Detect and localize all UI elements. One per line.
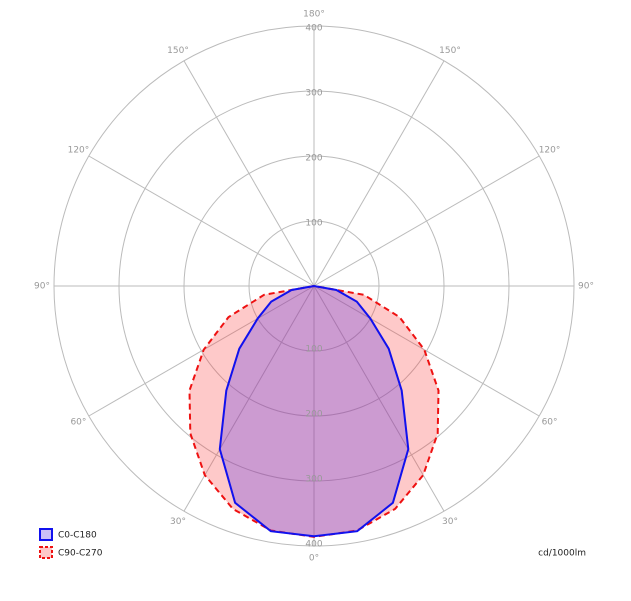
- series-area: [218, 284, 410, 538]
- legend-label: C90-C270: [58, 549, 103, 559]
- grid-spoke: [313, 60, 445, 287]
- legend-swatch: [39, 546, 53, 559]
- grid-spoke: [183, 285, 315, 512]
- grid-spoke: [313, 285, 445, 512]
- angle-label: 30°: [442, 517, 458, 527]
- angle-label: 120°: [68, 146, 90, 156]
- unit-label: cd/1000lm: [538, 549, 586, 559]
- angle-label: 90°: [34, 282, 50, 292]
- grid-spoke: [313, 155, 540, 287]
- series: [218, 284, 410, 538]
- radial-label: 100: [305, 219, 322, 229]
- radial-label: 100: [305, 345, 322, 355]
- radial-label: 300: [305, 475, 322, 485]
- angle-label: 30°: [170, 517, 186, 527]
- angle-label: 0°: [309, 554, 319, 564]
- legend-label: C0-C180: [58, 531, 97, 541]
- legend-swatch: [39, 528, 53, 541]
- radial-label: 300: [305, 89, 322, 99]
- angle-label: 180°: [303, 10, 325, 20]
- grid-spoke: [183, 60, 315, 287]
- radial-label: 400: [305, 24, 322, 34]
- grid-spoke: [313, 285, 540, 417]
- angle-label: 60°: [70, 418, 86, 428]
- radial-label: 200: [305, 410, 322, 420]
- angle-label: 90°: [578, 282, 594, 292]
- angle-label: 150°: [439, 46, 461, 56]
- grid-spoke: [88, 155, 315, 287]
- angle-label: 60°: [542, 418, 558, 428]
- angle-label: 150°: [167, 46, 189, 56]
- grid-spoke: [88, 285, 315, 417]
- angle-label: 120°: [539, 146, 561, 156]
- radial-label: 400: [305, 540, 322, 550]
- radial-label: 200: [305, 154, 322, 164]
